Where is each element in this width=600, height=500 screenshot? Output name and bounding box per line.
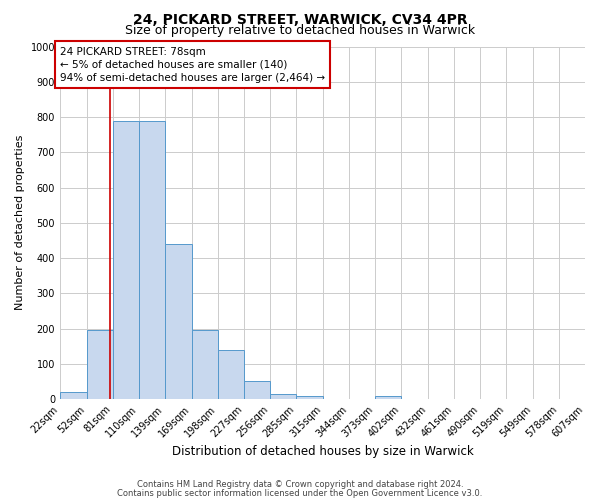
Bar <box>165 244 192 399</box>
Y-axis label: Number of detached properties: Number of detached properties <box>15 135 25 310</box>
Bar <box>244 382 270 399</box>
Bar <box>270 394 296 399</box>
Bar <box>113 120 139 399</box>
Text: 24, PICKARD STREET, WARWICK, CV34 4PR: 24, PICKARD STREET, WARWICK, CV34 4PR <box>133 12 467 26</box>
Text: 24 PICKARD STREET: 78sqm
← 5% of detached houses are smaller (140)
94% of semi-d: 24 PICKARD STREET: 78sqm ← 5% of detache… <box>60 46 325 83</box>
Bar <box>192 330 218 399</box>
Bar <box>139 120 165 399</box>
Text: Size of property relative to detached houses in Warwick: Size of property relative to detached ho… <box>125 24 475 37</box>
Text: Contains public sector information licensed under the Open Government Licence v3: Contains public sector information licen… <box>118 488 482 498</box>
X-axis label: Distribution of detached houses by size in Warwick: Distribution of detached houses by size … <box>172 444 473 458</box>
Bar <box>218 350 244 399</box>
Text: Contains HM Land Registry data © Crown copyright and database right 2024.: Contains HM Land Registry data © Crown c… <box>137 480 463 489</box>
Bar <box>60 392 87 399</box>
Bar <box>375 396 401 399</box>
Bar <box>87 330 113 399</box>
Bar <box>296 396 323 399</box>
